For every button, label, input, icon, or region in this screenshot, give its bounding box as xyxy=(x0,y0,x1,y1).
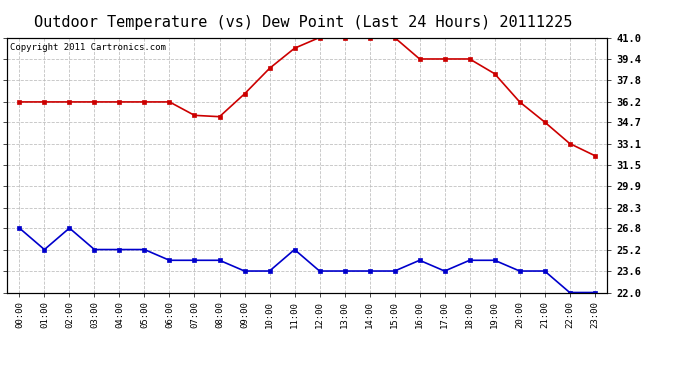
Text: Outdoor Temperature (vs) Dew Point (Last 24 Hours) 20111225: Outdoor Temperature (vs) Dew Point (Last… xyxy=(34,15,573,30)
Text: Copyright 2011 Cartronics.com: Copyright 2011 Cartronics.com xyxy=(10,43,166,52)
